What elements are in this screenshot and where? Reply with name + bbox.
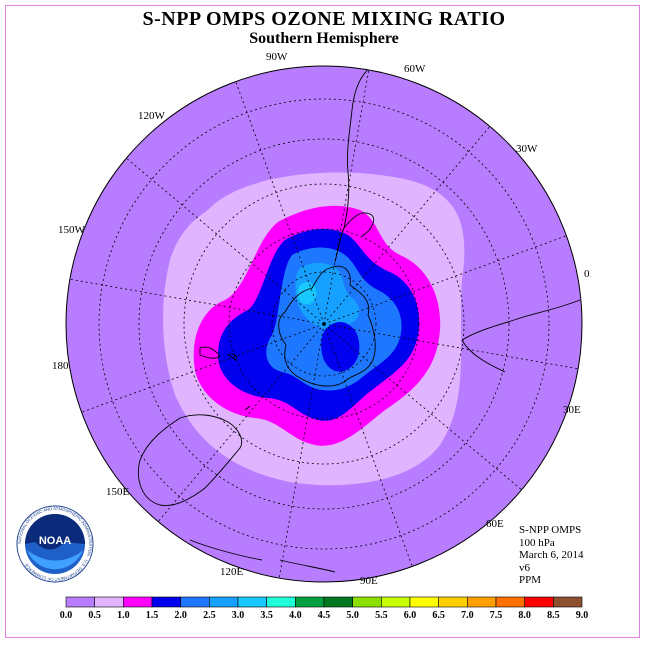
band-1-5-core [321, 321, 360, 372]
colorbar-tick-label: 4.0 [289, 610, 302, 621]
coast-africa [461, 299, 581, 373]
colorbar-swatch [495, 596, 525, 608]
colorbar-swatch [438, 596, 468, 608]
colorbar-swatch [381, 596, 411, 608]
colorbar-swatch [352, 596, 382, 608]
colorbar-swatch [237, 596, 267, 608]
coast-south-america [334, 66, 375, 263]
colorbar-tick-label: 2.5 [203, 610, 216, 621]
label-30w: 30W [516, 143, 538, 155]
meridian-line [69, 278, 325, 325]
noaa-logo: NOAA NATIONAL OCEANIC AND ATMOSPHERIC AD… [16, 505, 94, 583]
map-title: S-NPP OMPS OZONE MIXING RATIO [142, 8, 506, 30]
colorbar-tick-label: 8.0 [518, 610, 531, 621]
info-level: 100 hPa [519, 536, 555, 549]
colorbar-tick-label: 4.5 [318, 610, 331, 621]
colorbar-tick-label: 6.0 [404, 610, 417, 621]
colorbar-swatch [65, 596, 95, 608]
map-subtitle: Southern Hemisphere [249, 30, 399, 47]
meridian-line [323, 323, 522, 491]
colorbar-swatch [295, 596, 325, 608]
label-0: 0 [584, 268, 590, 280]
label-60w: 60W [404, 63, 426, 75]
coast-antarctica [278, 265, 376, 387]
label-90e: 90E [360, 575, 378, 587]
info-instrument: S-NPP OMPS [519, 524, 582, 536]
meridian-line [323, 126, 491, 325]
label-90w: 90W [266, 51, 288, 63]
label-180: 180 [52, 360, 69, 372]
noaa-logo-text: NOAA [39, 535, 71, 547]
label-60e: 60E [486, 518, 504, 530]
colorbar-tick-label: 7.0 [461, 610, 474, 621]
colorbar-swatch [409, 596, 439, 608]
colorbar-tick-label: 1.5 [146, 610, 159, 621]
colorbar-tick-label: 1.0 [117, 610, 130, 621]
colorbar-tick-label: 2.0 [174, 610, 187, 621]
colorbar-tick-label: 3.5 [260, 610, 273, 621]
band-2-5 [295, 262, 360, 330]
colorbar-swatch [94, 596, 124, 608]
colorbar-tick-label: 6.5 [432, 610, 445, 621]
meridian-line [157, 323, 325, 522]
label-150w: 150W [58, 224, 85, 236]
meridian-line [323, 323, 579, 370]
colorbar-swatch [209, 596, 239, 608]
label-120w: 120W [138, 110, 165, 122]
info-date: March 6, 2014 [519, 549, 584, 561]
coast-new-zealand [199, 346, 237, 361]
coast-australia [138, 414, 243, 506]
label-30e: 30E [563, 404, 581, 416]
coast-indonesia [189, 405, 336, 573]
meridian-line [126, 157, 325, 325]
colorbar-tick-label: 5.5 [375, 610, 388, 621]
plot-frame [5, 5, 640, 638]
label-120e: 120E [220, 566, 244, 578]
colorbar-swatch [467, 596, 497, 608]
colorbar-swatch [123, 596, 153, 608]
colorbar-tick-label: 9.0 [576, 610, 589, 621]
colorbar-tick-label: 5.0 [346, 610, 359, 621]
info-version: v6 [519, 561, 530, 574]
colorbar-swatch [323, 596, 353, 608]
meridian-line [278, 323, 325, 579]
colorbar-tick-label: 3.0 [232, 610, 245, 621]
colorbar-tick-label: 0.0 [60, 610, 73, 621]
info-units: PPM [519, 574, 542, 586]
colorbar-swatch [266, 596, 296, 608]
colorbar-swatch [180, 596, 210, 608]
colorbar-swatch [151, 596, 181, 608]
colorbar-tick-label: 8.5 [547, 610, 560, 621]
colorbar-swatch [524, 596, 554, 608]
meridian-line [323, 69, 370, 325]
colorbar-swatch [553, 596, 583, 608]
colorbar-tick-label: 7.5 [490, 610, 503, 621]
label-150e: 150E [106, 486, 130, 498]
color-bar: 0.0 0.5 1.0 1.5 2.0 2.5 3.0 3.5 4.0 4.5 5.0 5.5 6.0 6… [60, 596, 589, 621]
info-block: S-NPP OMPS 100 hPa March 6, 2014 v6 PPM [519, 524, 583, 587]
colorbar-tick-label: 0.5 [88, 610, 101, 621]
